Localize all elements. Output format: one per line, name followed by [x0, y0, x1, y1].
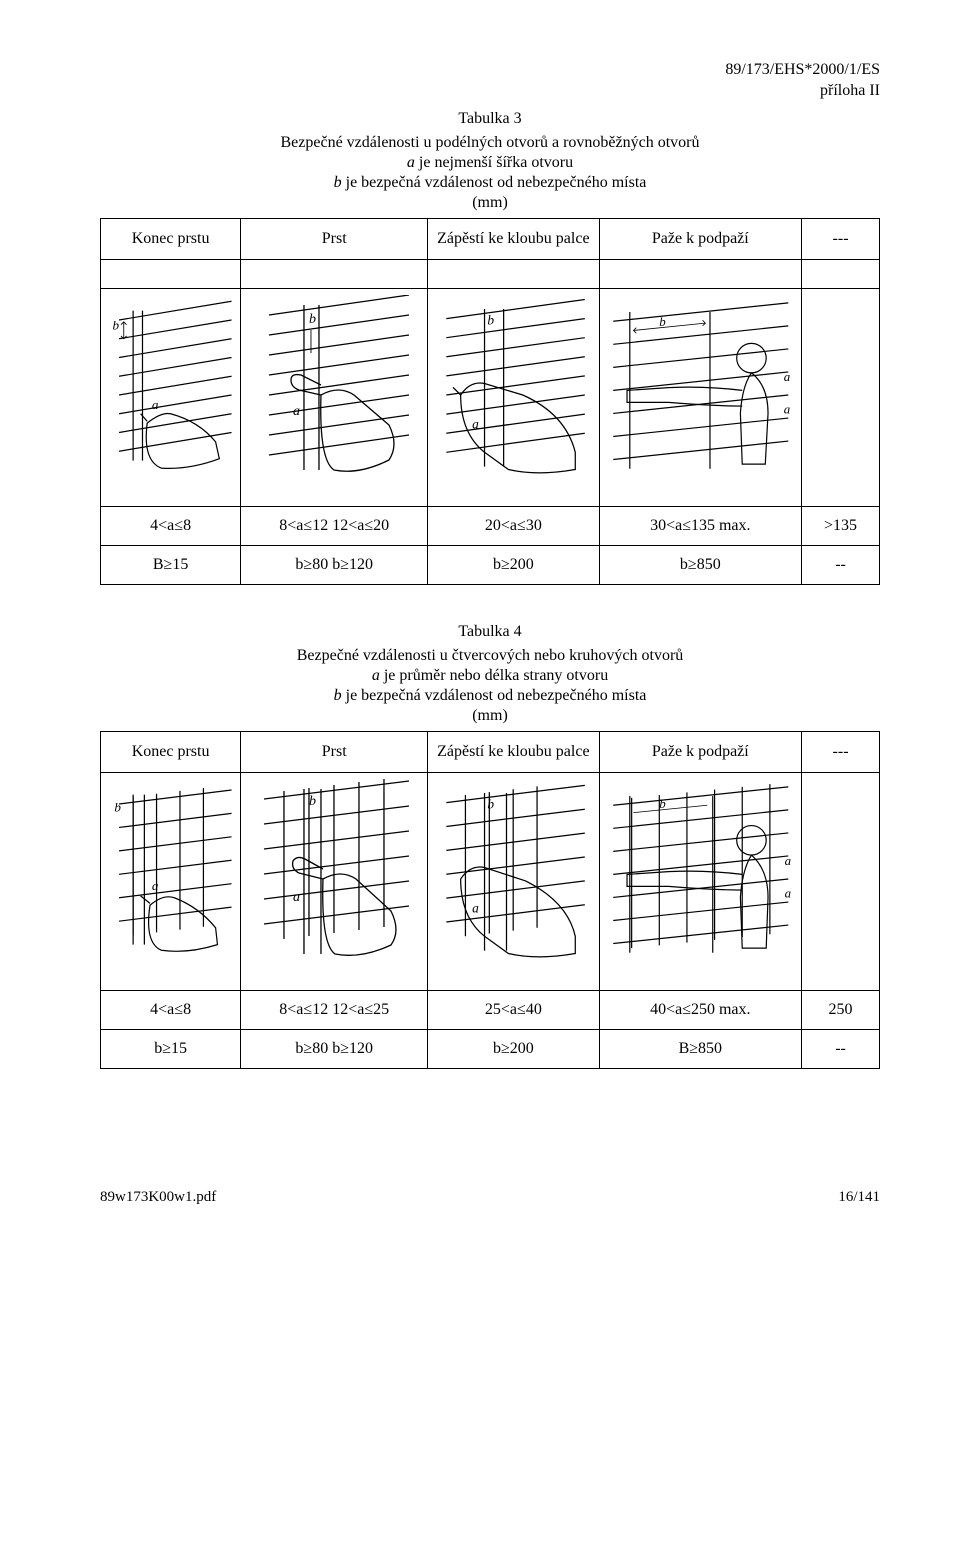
table3: Konec prstu Prst Zápěstí ke kloubu palce… [100, 218, 880, 585]
cell: >135 [802, 506, 880, 545]
label-b: b [659, 314, 666, 328]
table4-title: Tabulka 4 [100, 623, 880, 641]
cell: B≥15 [101, 545, 241, 584]
table4-line2-rest: je průměr nebo délka strany otvoru [380, 667, 608, 684]
illus-empty [802, 772, 880, 990]
label-a: a [293, 404, 300, 419]
table3-line2: a je nejmenší šířka otvoru [100, 154, 880, 172]
label-b: b [114, 799, 121, 814]
table4-line1: Bezpečné vzdálenosti u čtvercových nebo … [100, 647, 880, 665]
cell: 250 [802, 990, 880, 1029]
illus-arm: b a a [599, 288, 802, 506]
var-b: b [334, 687, 342, 704]
hdr-c3: Zápěstí ke kloubu palce [428, 731, 599, 772]
cell: b≥80 b≥120 [241, 545, 428, 584]
hdr-c1: Konec prstu [101, 731, 241, 772]
table3-line2-rest: je nejmenší šířka otvoru [415, 154, 573, 171]
table3-line3: b je bezpečná vzdálenost od nebezpečného… [100, 174, 880, 192]
label-b: b [309, 312, 316, 327]
document-header: 89/173/EHS*2000/1/ES příloha II [100, 60, 880, 102]
illus-finger-grid: b a [241, 772, 428, 990]
table4-line3: b je bezpečná vzdálenost od nebezpečného… [100, 687, 880, 705]
table-row: b≥15 b≥80 b≥120 b≥200 B≥850 -- [101, 1029, 880, 1068]
hdr-c5: --- [802, 218, 880, 259]
var-a: a [407, 154, 415, 171]
illus-wrist: b a [428, 288, 599, 506]
illus-fingertip: b a [101, 288, 241, 506]
illus-arm-grid: b a a [599, 772, 802, 990]
label-b: b [309, 794, 316, 809]
var-b: b [334, 174, 342, 191]
label-a: a [293, 890, 300, 905]
table3-line3-rest: je bezpečná vzdálenost od nebezpečného m… [342, 174, 647, 191]
page-footer: 89w173K00w1.pdf 16/141 [100, 1189, 880, 1206]
cell: 25<a≤40 [428, 990, 599, 1029]
hdr-c1: Konec prstu [101, 218, 241, 259]
illus-wrist-grid: b a [428, 772, 599, 990]
footer-page: 16/141 [838, 1189, 880, 1206]
label-b: b [488, 796, 495, 811]
var-a: a [372, 667, 380, 684]
cell: 20<a≤30 [428, 506, 599, 545]
cell: 4<a≤8 [101, 506, 241, 545]
table-row: 4<a≤8 8<a≤12 12<a≤25 25<a≤40 40<a≤250 ma… [101, 990, 880, 1029]
hdr-c5: --- [802, 731, 880, 772]
hdr-c3: Zápěstí ke kloubu palce [428, 218, 599, 259]
hdr-c4: Paže k podpaží [599, 218, 802, 259]
cell: b≥15 [101, 1029, 241, 1068]
doc-code: 89/173/EHS*2000/1/ES [100, 60, 880, 81]
table4-line3-rest: je bezpečná vzdálenost od nebezpečného m… [342, 687, 647, 704]
cell: b≥200 [428, 1029, 599, 1068]
cell: 4<a≤8 [101, 990, 241, 1029]
cell: 40<a≤250 max. [599, 990, 802, 1029]
illus-empty [802, 288, 880, 506]
cell: -- [802, 545, 880, 584]
table3-title: Tabulka 3 [100, 110, 880, 128]
hdr-c2: Prst [241, 218, 428, 259]
table4-unit: (mm) [100, 707, 880, 725]
label-a: a [783, 370, 789, 384]
table3-unit: (mm) [100, 194, 880, 212]
label-a: a [472, 416, 479, 431]
label-a: a [152, 878, 159, 893]
table4: Konec prstu Prst Zápěstí ke kloubu palce… [100, 731, 880, 1069]
footer-filename: 89w173K00w1.pdf [100, 1189, 216, 1206]
table-row [101, 259, 880, 288]
table3-line1: Bezpečné vzdálenosti u podélných otvorů … [100, 134, 880, 152]
cell: -- [802, 1029, 880, 1068]
table-row: Konec prstu Prst Zápěstí ke kloubu palce… [101, 731, 880, 772]
annex-label: příloha II [100, 81, 880, 102]
label-b: b [659, 797, 666, 811]
cell: 30<a≤135 max. [599, 506, 802, 545]
label-b: b [488, 312, 495, 327]
label-a2: a [783, 402, 789, 416]
cell: b≥200 [428, 545, 599, 584]
cell: b≥80 b≥120 [241, 1029, 428, 1068]
label-a: a [472, 900, 479, 915]
label-a: a [784, 854, 790, 868]
cell: 8<a≤12 12<a≤25 [241, 990, 428, 1029]
cell: B≥850 [599, 1029, 802, 1068]
cell: b≥850 [599, 545, 802, 584]
label-b: b [112, 317, 119, 332]
label-a: a [152, 397, 159, 412]
hdr-c2: Prst [241, 731, 428, 772]
table-row-illustrations: b a b a [101, 772, 880, 990]
table-row: Konec prstu Prst Zápěstí ke kloubu palce… [101, 218, 880, 259]
table-row-illustrations: b a b a [101, 288, 880, 506]
label-a2: a [784, 886, 790, 900]
table4-line2: a je průměr nebo délka strany otvoru [100, 667, 880, 685]
table-row: 4<a≤8 8<a≤12 12<a≤20 20<a≤30 30<a≤135 ma… [101, 506, 880, 545]
illus-finger: b a [241, 288, 428, 506]
cell: 8<a≤12 12<a≤20 [241, 506, 428, 545]
illus-fingertip-grid: b a [101, 772, 241, 990]
hdr-c4: Paže k podpaží [599, 731, 802, 772]
table-row: B≥15 b≥80 b≥120 b≥200 b≥850 -- [101, 545, 880, 584]
